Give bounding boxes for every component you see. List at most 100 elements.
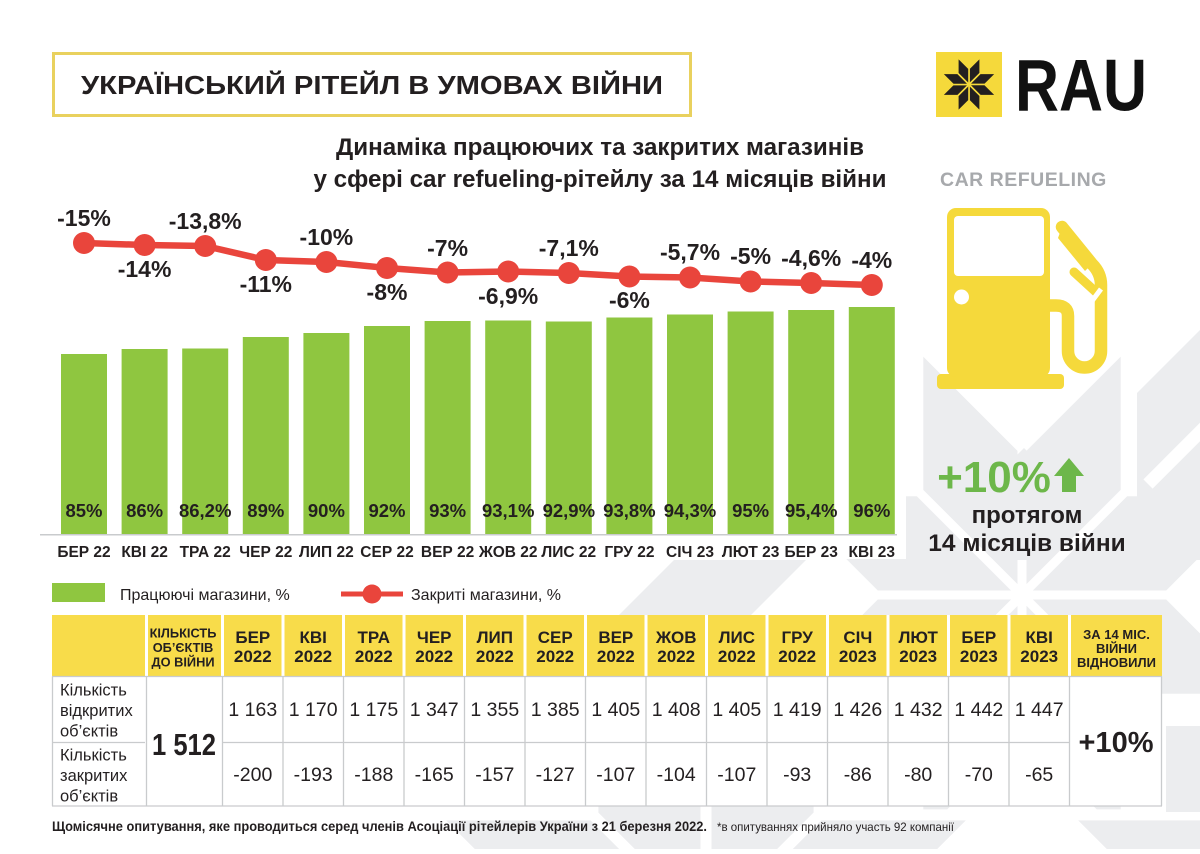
svg-text:92%: 92% [368,500,405,521]
svg-text:-93: -93 [783,764,811,786]
svg-text:+10%: +10% [1079,727,1154,759]
svg-text:ЛЮТ: ЛЮТ [898,628,938,647]
svg-text:89%: 89% [247,500,284,521]
svg-text:-7,1%: -7,1% [539,235,599,261]
svg-text:СІЧ 23: СІЧ 23 [666,544,714,561]
svg-text:1 447: 1 447 [1015,699,1064,721]
svg-text:92,9%: 92,9% [543,500,595,521]
svg-text:2023: 2023 [839,647,877,666]
svg-text:ДО ВІЙНИ: ДО ВІЙНИ [151,655,214,670]
svg-text:ЖОВ: ЖОВ [655,628,697,647]
svg-text:93%: 93% [429,500,466,521]
svg-text:закритих: закритих [60,767,128,785]
svg-text:-8%: -8% [367,279,408,305]
svg-text:1 512: 1 512 [152,728,216,762]
svg-text:КВІ 23: КВІ 23 [849,544,896,561]
svg-text:-104: -104 [657,764,696,786]
svg-text:ЧЕР: ЧЕР [417,628,452,647]
svg-text:14 місяців війни: 14 місяців війни [928,530,1125,557]
svg-text:ЧЕР 22: ЧЕР 22 [239,544,292,561]
svg-text:-200: -200 [233,764,272,786]
svg-text:86%: 86% [126,500,163,521]
svg-text:1 405: 1 405 [712,699,761,721]
svg-text:2023: 2023 [960,647,998,666]
svg-text:2022: 2022 [657,647,695,666]
svg-text:ГРУ: ГРУ [782,628,814,647]
svg-text:1 405: 1 405 [591,699,640,721]
svg-text:2023: 2023 [899,647,937,666]
svg-text:-65: -65 [1025,764,1053,786]
svg-text:КВІ: КВІ [1026,628,1053,647]
svg-text:Закриті магазини, %: Закриті магазини, % [411,587,561,604]
svg-text:ГРУ 22: ГРУ 22 [604,544,654,561]
svg-text:Щомісячне опитування, яке пров: Щомісячне опитування, яке проводиться се… [52,819,707,834]
svg-text:2022: 2022 [415,647,453,666]
svg-text:2022: 2022 [778,647,816,666]
svg-text:Динаміка працюючих та закритих: Динаміка працюючих та закритих магазинів [336,134,864,161]
svg-text:БЕР 23: БЕР 23 [785,544,839,561]
svg-text:протягом: протягом [972,502,1083,529]
svg-text:КВІ 22: КВІ 22 [121,544,168,561]
svg-text:-188: -188 [354,764,393,786]
svg-text:СЕР 22: СЕР 22 [360,544,413,561]
svg-text:БЕР 22: БЕР 22 [57,544,110,561]
svg-text:-4%: -4% [851,247,892,273]
svg-text:-193: -193 [294,764,333,786]
svg-text:ЛИС: ЛИС [719,628,755,647]
svg-text:-107: -107 [717,764,756,786]
svg-text:-10%: -10% [300,224,354,250]
svg-text:-70: -70 [965,764,993,786]
svg-text:ТРА: ТРА [358,628,391,647]
svg-text:90%: 90% [308,500,345,521]
svg-text:-6%: -6% [609,287,650,313]
svg-text:-4,6%: -4,6% [781,245,841,271]
svg-text:2022: 2022 [718,647,756,666]
svg-text:1 175: 1 175 [349,699,398,721]
svg-text:95%: 95% [732,500,769,521]
svg-text:БЕР: БЕР [961,628,996,647]
svg-text:2022: 2022 [476,647,514,666]
svg-text:-157: -157 [475,764,514,786]
svg-text:CAR REFUELING: CAR REFUELING [940,169,1107,191]
svg-text:ЗА 14 МІС.: ЗА 14 МІС. [1083,627,1150,642]
svg-text:СІЧ: СІЧ [843,628,872,647]
svg-text:2022: 2022 [597,647,635,666]
svg-text:ЛИС 22: ЛИС 22 [541,544,596,561]
svg-text:1 355: 1 355 [470,699,519,721]
svg-text:2022: 2022 [536,647,574,666]
svg-text:відкритих: відкритих [60,702,133,720]
svg-text:-5%: -5% [730,243,771,269]
svg-text:1 347: 1 347 [410,699,459,721]
svg-text:Працюючі магазини, %: Працюючі магазини, % [120,587,290,604]
svg-text:у сфері car refueling-рітейлу: у сфері car refueling-рітейлу за 14 міся… [313,166,886,193]
svg-text:2022: 2022 [234,647,272,666]
svg-text:2022: 2022 [355,647,393,666]
svg-text:93,8%: 93,8% [603,500,655,521]
svg-text:-6,9%: -6,9% [478,283,538,309]
svg-text:-15%: -15% [57,205,111,231]
svg-text:ОБ’ЄКТІВ: ОБ’ЄКТІВ [153,640,214,655]
svg-text:86,2%: 86,2% [179,500,231,521]
svg-text:95,4%: 95,4% [785,500,837,521]
svg-text:-7%: -7% [427,235,468,261]
svg-text:-14%: -14% [118,256,172,282]
svg-text:1 170: 1 170 [289,699,338,721]
svg-text:ЛИП: ЛИП [477,628,513,647]
svg-text:КІЛЬКІСТЬ: КІЛЬКІСТЬ [150,626,217,641]
svg-text:1 163: 1 163 [228,699,277,721]
svg-text:Кількість: Кількість [60,682,127,700]
svg-text:КВІ: КВІ [300,628,327,647]
svg-text:RAU: RAU [1015,46,1147,127]
svg-text:ТРА 22: ТРА 22 [180,544,231,561]
svg-text:об’єктів: об’єктів [60,723,118,741]
svg-text:85%: 85% [65,500,102,521]
svg-text:Кількість: Кількість [60,747,127,765]
svg-text:УКРАЇНСЬКИЙ РІТЕЙЛ В УМОВАХ ВІ: УКРАЇНСЬКИЙ РІТЕЙЛ В УМОВАХ ВІЙНИ [81,70,663,100]
svg-text:ЖОВ 22: ЖОВ 22 [478,544,538,561]
svg-text:2023: 2023 [1020,647,1058,666]
svg-text:1 419: 1 419 [773,699,822,721]
svg-text:ВЕР 22: ВЕР 22 [421,544,474,561]
svg-text:*в опитуваннях прийняло участь: *в опитуваннях прийняло участь 92 компан… [717,820,955,834]
svg-text:ЛИП 22: ЛИП 22 [299,544,354,561]
svg-text:СЕР: СЕР [538,628,573,647]
